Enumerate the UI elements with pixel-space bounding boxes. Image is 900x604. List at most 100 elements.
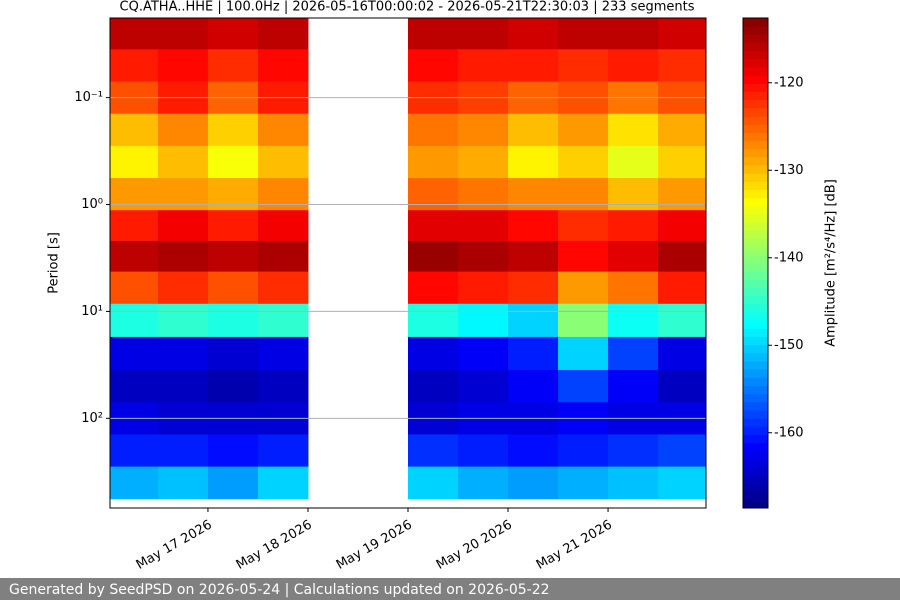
heatmap-cell: [257, 271, 309, 305]
colorbar-segment: [743, 165, 768, 174]
colorbar-segment: [743, 124, 768, 133]
colorbar-segment: [743, 393, 768, 403]
heatmap-cell: [508, 145, 559, 179]
heatmap-cell: [207, 145, 259, 179]
colorbar-segment: [743, 499, 768, 509]
heatmap-cell: [508, 271, 559, 305]
heatmap-cell: [257, 210, 309, 242]
colorbar-tick-label: -120: [774, 75, 804, 90]
colorbar-segment: [743, 75, 768, 84]
heatmap-cell: [157, 113, 209, 147]
footer-text: Generated by SeedPSD on 2026-05-24 | Cal…: [9, 582, 550, 598]
heatmap-cell: [408, 303, 459, 338]
colorbar-segment: [743, 246, 768, 256]
heatmap-cell: [558, 271, 609, 305]
heatmap-cell: [157, 49, 209, 83]
heatmap-cell: [408, 370, 459, 403]
y-tick-label: 10¹: [81, 304, 103, 319]
heatmap-cell: [458, 145, 509, 179]
heatmap-cell: [257, 466, 309, 500]
heatmap: [110, 18, 706, 500]
heatmap-cell: [658, 178, 706, 211]
heatmap-cell: [458, 370, 509, 403]
colorbar-segment: [743, 361, 768, 370]
heatmap-cell: [608, 145, 659, 179]
colorbar-segment: [743, 50, 768, 60]
heatmap-cell: [458, 49, 509, 83]
heatmap-cell: [110, 271, 159, 305]
heatmap-cell: [608, 240, 659, 273]
x-tick-label: May 18 2026: [234, 518, 315, 573]
heatmap-cell: [157, 240, 209, 273]
heatmap-cell: [508, 18, 559, 50]
colorbar-segment: [743, 328, 768, 337]
heatmap-cell: [408, 466, 459, 500]
colorbar-segment: [743, 58, 768, 68]
heatmap-cell: [458, 210, 509, 242]
y-axis-label: Period [s]: [47, 232, 62, 294]
heatmap-cell: [508, 336, 559, 371]
heatmap-cell: [458, 434, 509, 468]
heatmap-cell: [608, 18, 659, 50]
colorbar-segment: [743, 312, 768, 321]
colorbar-frame: [742, 17, 769, 509]
heatmap-cell: [608, 178, 659, 211]
heatmap-cell: [207, 303, 259, 338]
colorbar-segment: [743, 263, 768, 272]
heatmap-cell: [157, 370, 209, 403]
heatmap-cell: [110, 336, 159, 371]
heatmap-cell: [408, 49, 459, 83]
heatmap-cell: [207, 49, 259, 83]
heatmap-cell: [608, 49, 659, 83]
heatmap-cell: [207, 210, 259, 242]
colorbar-segment: [743, 442, 768, 452]
colorbar-segment: [743, 238, 768, 248]
colorbar-segment: [743, 295, 768, 305]
heatmap-cell: [508, 49, 559, 83]
heatmap-cell: [157, 336, 209, 371]
heatmap-cell: [157, 303, 209, 338]
heatmap-cell: [658, 210, 706, 242]
colorbar-segment: [743, 67, 768, 76]
colorbar-segment: [743, 434, 768, 444]
colorbar-segment: [743, 271, 768, 280]
heatmap-cell: [257, 145, 309, 179]
colorbar-segment: [743, 214, 768, 223]
colorbar-segment: [743, 181, 768, 190]
colorbar-segment: [743, 303, 768, 313]
colorbar-segment: [743, 107, 768, 117]
colorbar-segment: [743, 18, 768, 27]
heatmap-cell: [110, 178, 159, 211]
heatmap-cell: [458, 178, 509, 211]
heatmap-cell: [608, 370, 659, 403]
heatmap-cell: [110, 145, 159, 179]
colorbar-segment: [743, 287, 768, 297]
colorbar-segment: [743, 336, 768, 346]
heatmap-cell: [558, 370, 609, 403]
heatmap-cell: [257, 113, 309, 147]
heatmap-cell: [110, 303, 159, 338]
heatmap-cell: [408, 18, 459, 50]
heatmap-cell: [157, 434, 209, 468]
heatmap-cell: [508, 113, 559, 147]
colorbar-tick-label: -160: [774, 425, 804, 440]
heatmap-cell: [508, 466, 559, 500]
heatmap-cell: [508, 303, 559, 338]
heatmap-cell: [658, 113, 706, 147]
heatmap-cell: [558, 466, 609, 500]
x-tick-label: May 21 2026: [534, 518, 615, 573]
heatmap-cell: [110, 466, 159, 500]
heatmap-cell: [558, 113, 609, 147]
heatmap-cell: [508, 178, 559, 211]
heatmap-cell: [157, 210, 209, 242]
heatmap-cell: [207, 466, 259, 500]
colorbar-segment: [743, 377, 768, 386]
colorbar-segment: [743, 491, 768, 501]
colorbar-segment: [743, 450, 768, 460]
heatmap-cell: [558, 303, 609, 338]
heatmap-cell: [110, 370, 159, 403]
colorbar-label: Amplitude [m²/s⁴/Hz] [dB]: [824, 179, 839, 347]
colorbar-segment: [743, 34, 768, 43]
